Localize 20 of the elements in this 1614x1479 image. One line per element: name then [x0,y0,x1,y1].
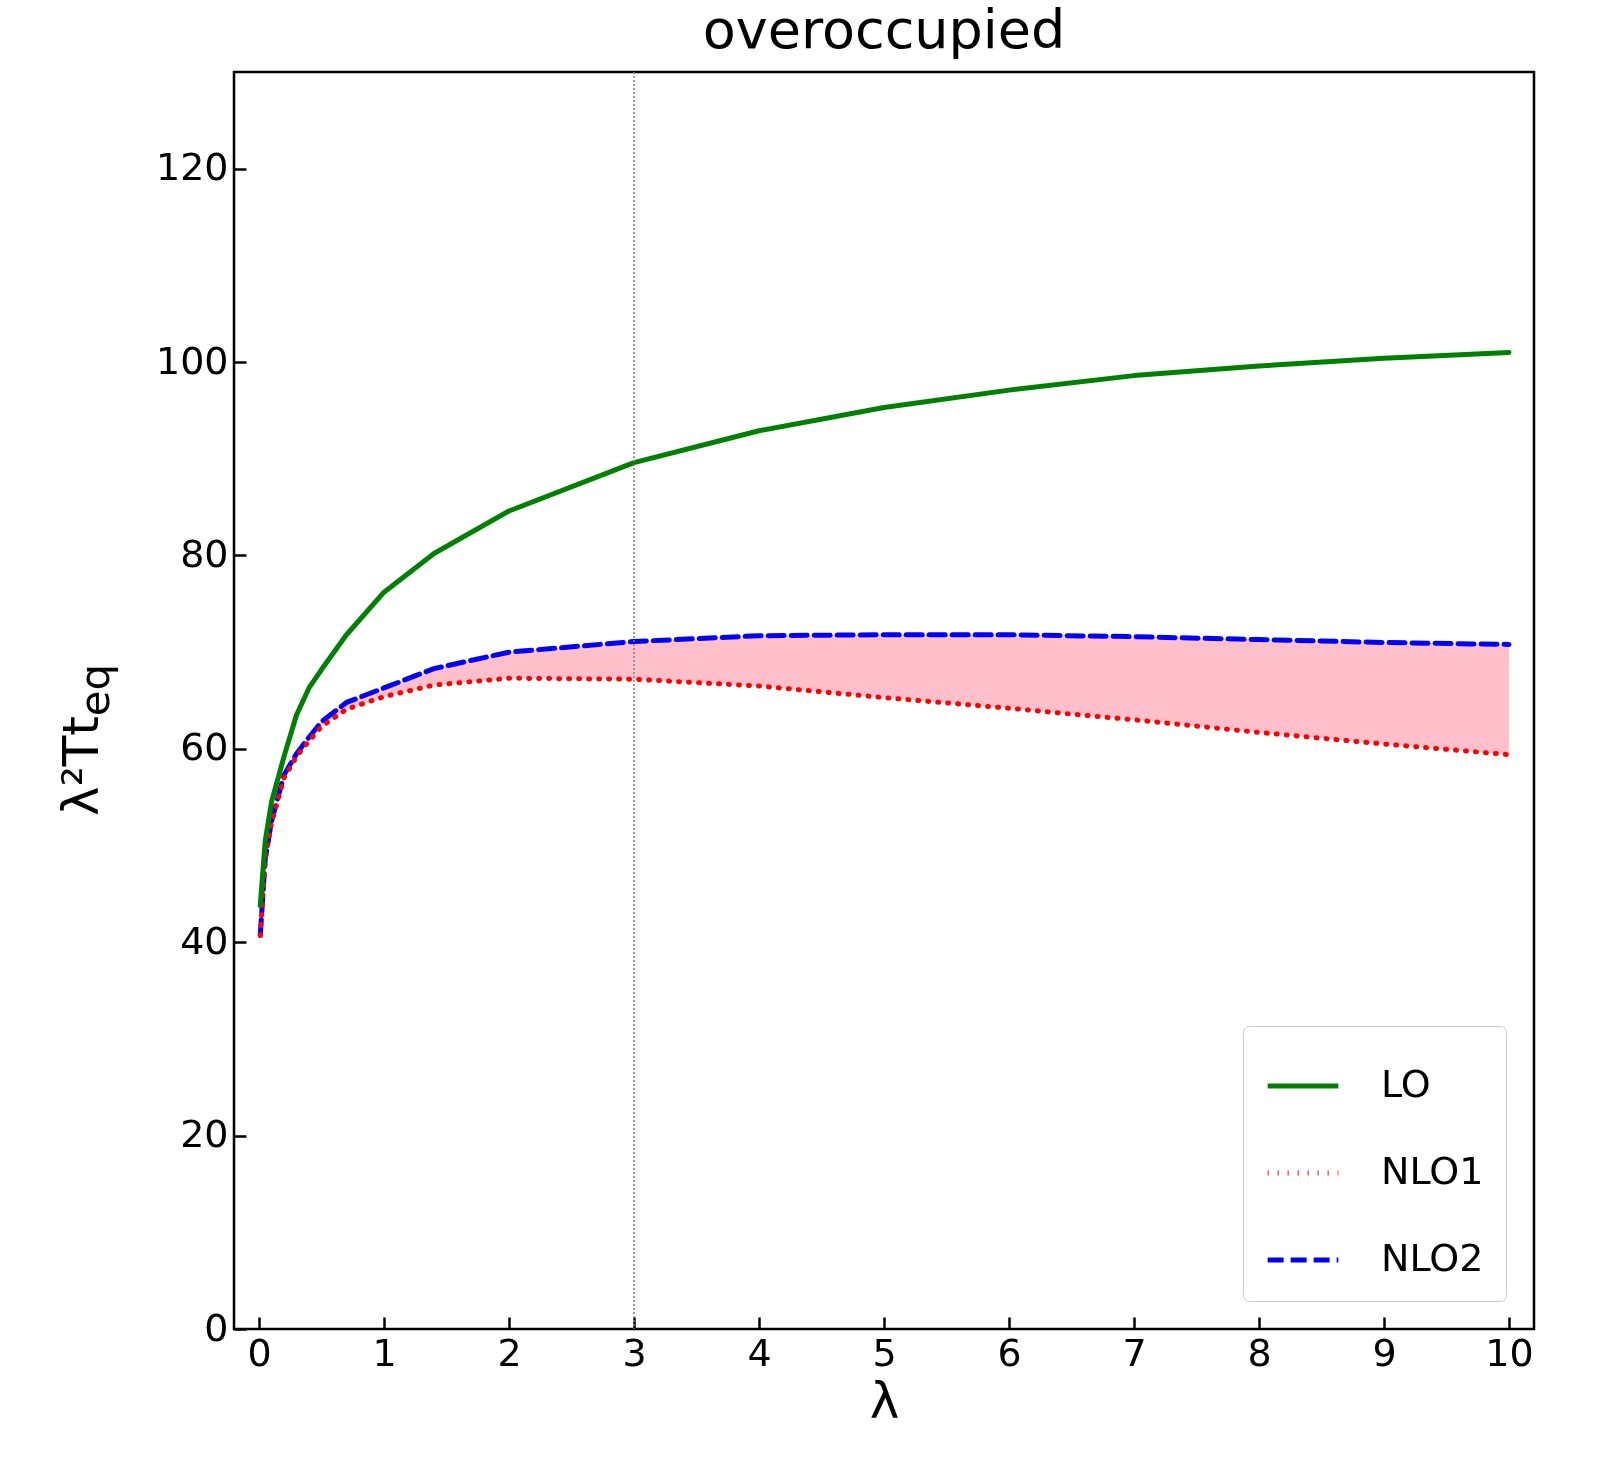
x-tick-label: 8 [1247,1330,1272,1375]
legend-label: LO [1381,1062,1431,1106]
legend-label: NLO1 [1381,1149,1484,1193]
y-tick-label: 100 [155,338,229,383]
x-tick-label: 9 [1372,1330,1397,1375]
y-tick-label: 60 [180,725,229,770]
y-tick-label: 120 [155,145,229,190]
chart-title: overoccupied [702,0,1066,62]
legend-label: NLO2 [1381,1236,1484,1280]
x-tick-label: 1 [372,1330,397,1375]
x-tick-label: 3 [622,1330,647,1375]
x-tick-label: 7 [1122,1330,1147,1375]
x-tick-label: 4 [747,1330,772,1375]
x-tick-label: 10 [1485,1330,1534,1375]
x-tick-label: 2 [497,1330,522,1375]
x-tick-label: 0 [247,1330,272,1375]
y-tick-label: 40 [180,918,229,963]
x-tick-label: 6 [997,1330,1022,1375]
y-tick-label: 20 [180,1112,229,1157]
y-tick-label: 80 [180,531,229,576]
